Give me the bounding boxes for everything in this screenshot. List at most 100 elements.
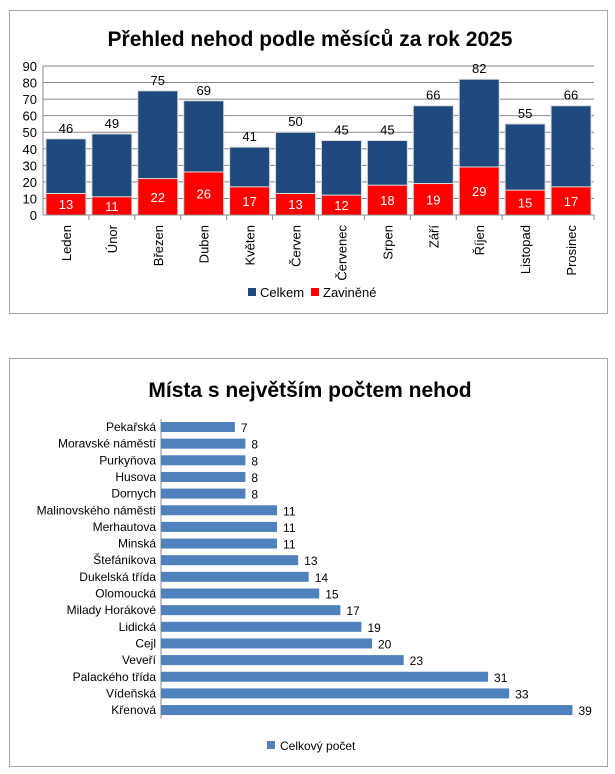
data-label-celkem: 66 <box>564 88 578 103</box>
legend-swatch-zavinene <box>311 288 319 296</box>
data-label: 15 <box>325 588 339 602</box>
y-tick-label: 80 <box>23 76 37 91</box>
chart-top-locations: Místa s největším počtem nehod Pekařská 7… <box>9 358 608 767</box>
y-tick-label: 70 <box>23 92 37 107</box>
y-tick-label: 90 <box>23 59 37 74</box>
legend-swatch <box>267 741 275 749</box>
monthly-chart-svg: Přehled nehod podle měsíců za rok 2025 0… <box>23 28 595 300</box>
bar-location <box>161 571 309 582</box>
y-tick-label: 40 <box>23 142 37 157</box>
bar-location <box>161 538 278 549</box>
category-label: Minská <box>118 537 156 551</box>
data-label-zavinene: 18 <box>380 193 394 208</box>
bar-zavinene <box>366 184 408 216</box>
x-tick-label: Leden <box>59 225 74 261</box>
data-label: 23 <box>410 654 424 668</box>
data-label: 11 <box>283 538 296 552</box>
category-label: Pekařská <box>106 420 156 434</box>
data-label-celkem: 49 <box>105 116 119 131</box>
data-label-celkem: 46 <box>59 121 73 136</box>
data-label-zavinene: 11 <box>105 199 119 214</box>
data-label: 33 <box>515 687 529 701</box>
bar-location <box>161 705 573 716</box>
bar-location <box>161 438 246 449</box>
category-label: Cejl <box>135 636 156 650</box>
bar-location <box>161 455 246 466</box>
data-label-zavinene: 13 <box>59 197 73 212</box>
y-tick-label: 20 <box>23 175 37 190</box>
bar-location <box>161 621 362 632</box>
data-label-zavinene: 19 <box>426 192 440 207</box>
x-tick-label: Říjen <box>472 225 487 255</box>
data-label-celkem: 75 <box>151 73 165 88</box>
x-tick-label: Březen <box>151 225 166 266</box>
bar-location <box>161 671 489 682</box>
category-label: Lidická <box>119 620 157 634</box>
category-label: Štefánikova <box>93 552 156 567</box>
bar-zavinene <box>229 186 271 216</box>
x-tick-label: Prosinec <box>564 225 579 276</box>
y-tick-label: 10 <box>23 191 37 206</box>
data-label: 13 <box>304 554 318 568</box>
data-label: 39 <box>578 704 592 718</box>
data-label: 8 <box>251 471 258 485</box>
category-label: Milady Horákové <box>67 603 157 617</box>
bar-location <box>161 588 320 599</box>
data-label-zavinene: 17 <box>564 194 578 209</box>
x-tick-label: Září <box>426 225 441 249</box>
category-label: Olomoucká <box>95 587 156 601</box>
y-tick-label: 50 <box>23 125 37 140</box>
legend-label-celkem: Celkem <box>260 285 304 300</box>
data-label-zavinene: 12 <box>334 198 348 213</box>
data-label: 11 <box>283 521 296 535</box>
x-tick-label: Květen <box>243 225 258 265</box>
category-label: Husova <box>115 470 156 484</box>
bar-location <box>161 505 278 516</box>
data-label-zavinene: 15 <box>518 196 532 211</box>
legend-label: Celkový počet <box>280 739 356 753</box>
x-tick-label: Duben <box>197 225 212 263</box>
bar-location <box>161 555 299 566</box>
data-label-zavinene: 13 <box>288 197 302 212</box>
legend-label-zavinene: Zaviněné <box>323 285 376 300</box>
category-label: Purkyňova <box>99 453 156 467</box>
data-label: 7 <box>241 421 248 435</box>
data-label: 8 <box>251 488 258 502</box>
data-label: 14 <box>315 571 329 585</box>
data-label-celkem: 82 <box>472 61 486 76</box>
locations-chart-svg: Místa s největším počtem nehod Pekařská 7… <box>37 379 593 753</box>
y-tick-label: 0 <box>30 208 37 223</box>
category-label: Dornych <box>111 487 156 501</box>
data-label: 11 <box>283 504 296 518</box>
chart-title: Místa s největším počtem nehod <box>148 379 471 402</box>
chart-title: Přehled nehod podle měsíců za rok 2025 <box>108 28 513 51</box>
data-label-zavinene: 22 <box>151 190 165 205</box>
category-label: Dukelská třída <box>79 570 156 584</box>
bar-location <box>161 655 404 666</box>
data-label: 8 <box>251 454 258 468</box>
category-label: Vídeňská <box>106 686 156 700</box>
x-tick-label: Červenec <box>334 225 349 281</box>
data-label-zavinene: 17 <box>242 194 256 209</box>
x-tick-label: Červen <box>289 225 304 267</box>
bar-location <box>161 605 341 616</box>
bar-location <box>161 488 246 499</box>
chart-monthly-accidents: Přehled nehod podle měsíců za rok 2025 0… <box>9 10 608 314</box>
data-label-zavinene: 29 <box>472 184 486 199</box>
data-label: 17 <box>346 604 360 618</box>
category-label: Palackého třída <box>73 670 157 684</box>
x-tick-label: Srpen <box>380 225 395 260</box>
category-label: Moravské náměstí <box>58 437 157 451</box>
data-label-celkem: 55 <box>518 106 532 121</box>
data-label-celkem: 69 <box>196 83 210 98</box>
bar-location <box>161 422 235 432</box>
bar-zavinene <box>137 178 179 216</box>
data-label: 20 <box>378 637 392 651</box>
x-tick-label: Únor <box>105 224 120 253</box>
bar-location <box>161 638 372 649</box>
data-label-celkem: 50 <box>288 114 302 129</box>
data-label-celkem: 66 <box>426 88 440 103</box>
bar-zavinene <box>458 166 500 216</box>
y-tick-label: 60 <box>23 109 37 124</box>
data-label-celkem: 45 <box>380 123 394 138</box>
